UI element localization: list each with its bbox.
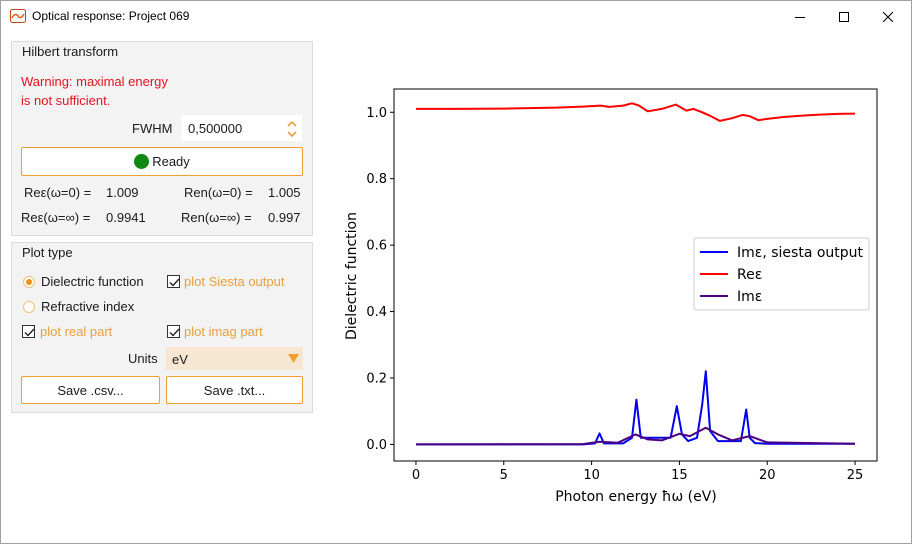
y-tick-label: 0.8 [366,172,387,187]
y-tick-label: 1.0 [366,106,387,121]
status-label: Ready [152,154,190,169]
window-title: Optical response: Project 069 [32,9,190,23]
re-eps-winf-value: 0.9941 [106,210,146,225]
re-eps-winf-label: Reε(ω=∞) = [21,210,91,225]
minimize-icon [795,16,805,18]
checkmark-icon [169,278,180,287]
minimize-button[interactable] [777,1,823,32]
fwhm-spinbox[interactable]: 0,500000 [181,115,302,141]
maximize-icon [839,11,849,22]
save-csv-label: Save .csv... [57,382,124,398]
series-line-2 [415,426,856,446]
re-eps-w0-label: Reε(ω=0) = [24,185,92,200]
close-button[interactable] [865,1,911,32]
x-tick-label: 10 [583,468,600,483]
x-axis-label: Photon energy ħω (eV) [555,489,717,505]
save-txt-label: Save .txt... [203,382,266,398]
app-logo-icon [10,9,26,23]
legend-label-0: Imε, siesta output [737,245,864,261]
y-tick-label: 0.4 [366,305,387,320]
checkmark-icon [24,328,35,337]
re-eps-w0-value: 1.009 [106,185,139,200]
siesta-label[interactable]: plot Siesta output [184,274,285,289]
real-part-label[interactable]: plot real part [40,324,113,339]
hilbert-transform-panel: Hilbert transform Warning: maximal energ… [11,41,313,236]
units-label: Units [128,351,158,366]
x-tick-label: 15 [671,468,688,483]
x-tick-label: 0 [412,468,420,483]
units-select[interactable]: eV [166,347,303,370]
legend-label-2: Imε [737,289,762,305]
title-bar: Optical response: Project 069 [1,1,911,32]
legend: Imε, siesta output Reε Imε [693,237,870,311]
plot-type-title: Plot type [22,245,73,260]
close-icon [883,11,893,22]
refractive-radio[interactable] [23,301,35,313]
siesta-checkbox[interactable] [167,275,180,288]
save-txt-button[interactable]: Save .txt... [166,376,303,404]
x-tick-label: 20 [759,468,776,483]
re-n-winf-label: Ren(ω=∞) = [181,210,252,225]
re-n-w0-label: Ren(ω=0) = [184,185,253,200]
maximize-button[interactable] [821,1,867,32]
legend-box [693,237,870,311]
spin-arrows-icon[interactable] [287,119,297,139]
y-tick-label: 0.2 [366,371,387,386]
hilbert-warning: Warning: maximal energy is not sufficien… [21,72,168,110]
x-tick-label: 25 [847,468,864,483]
dielectric-radio[interactable] [23,276,35,288]
hilbert-transform-title: Hilbert transform [22,44,119,59]
warning-line-1: Warning: maximal energy [21,74,168,89]
plot-frame [393,88,878,462]
checkmark-icon [169,328,180,337]
refractive-label[interactable]: Refractive index [41,299,135,314]
series-line-1 [416,102,856,122]
x-tick-label: 5 [500,468,508,483]
fwhm-label: FWHM [132,121,173,136]
y-axis-label: Dielectric function [344,212,360,340]
imag-part-checkbox[interactable] [167,325,180,338]
real-part-checkbox[interactable] [22,325,35,338]
re-n-w0-value: 1.005 [268,185,301,200]
dropdown-arrow-icon [288,354,299,363]
status-button[interactable]: Ready [21,147,303,176]
dielectric-label[interactable]: Dielectric function [41,274,144,289]
plot-type-panel: Plot type Dielectric function plot Siest… [11,242,313,413]
save-csv-button[interactable]: Save .csv... [21,376,160,404]
fwhm-value: 0,500000 [188,121,243,136]
axes: 0 5 10 15 20 25 0.0 0.2 0.4 0.6 0.8 1.0 [366,88,878,483]
y-tick-label: 0.0 [366,438,387,453]
y-tick-label: 0.6 [366,239,387,254]
status-indicator-icon [134,154,150,169]
imag-part-label[interactable]: plot imag part [184,324,263,339]
warning-line-2: is not sufficient. [21,93,111,108]
series-layer [415,102,856,446]
units-value: eV [172,352,188,367]
legend-label-1: Reε [737,267,762,283]
re-n-winf-value: 0.997 [268,210,301,225]
